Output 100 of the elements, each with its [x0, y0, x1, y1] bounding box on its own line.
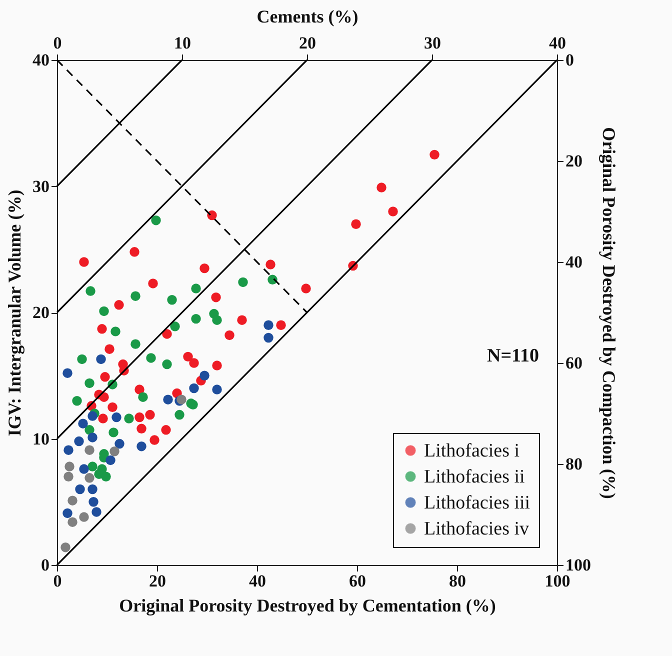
annotation: N=110 — [487, 346, 539, 367]
point — [98, 414, 108, 424]
x2-tick-label: 40 — [549, 34, 566, 52]
point — [138, 392, 148, 402]
point — [96, 354, 106, 364]
point — [301, 284, 311, 294]
point — [75, 484, 85, 494]
point — [88, 462, 98, 472]
point — [376, 182, 386, 192]
point — [77, 354, 87, 364]
point — [130, 291, 140, 301]
point — [136, 424, 146, 434]
point — [79, 512, 89, 522]
point — [88, 432, 98, 442]
point — [68, 496, 78, 506]
point — [62, 508, 72, 518]
x-tick-label: 40 — [249, 572, 266, 590]
point — [78, 418, 88, 428]
point — [266, 260, 276, 270]
point — [108, 428, 118, 438]
point — [64, 472, 74, 482]
x2-tick-label: 0 — [53, 34, 62, 52]
point — [100, 372, 110, 382]
y2-tick-label: 20 — [566, 152, 582, 170]
point — [162, 359, 172, 370]
x2-tick-label: 10 — [174, 34, 191, 52]
point — [161, 425, 171, 435]
point — [174, 410, 184, 420]
point — [134, 412, 144, 422]
point — [276, 320, 286, 330]
y2-tick-label: 60 — [566, 354, 582, 372]
point — [191, 314, 201, 324]
x-tick-label: 20 — [149, 572, 166, 590]
point — [92, 507, 102, 517]
point — [191, 284, 201, 294]
point — [237, 315, 247, 325]
point — [110, 326, 120, 336]
point — [189, 383, 199, 394]
legend-label: Lithofacies iv — [424, 518, 530, 540]
y2-tick-label: 80 — [566, 454, 582, 474]
point — [64, 445, 74, 455]
point — [84, 378, 94, 388]
point — [150, 435, 160, 445]
point — [146, 353, 156, 363]
x-tick-label: 100 — [544, 572, 570, 590]
point — [79, 257, 89, 267]
y-axis-title: IGV: Intergranular Volume (%) — [4, 190, 24, 436]
point — [114, 438, 124, 449]
point — [224, 330, 234, 340]
point — [74, 436, 84, 446]
point — [130, 339, 140, 349]
point — [264, 320, 274, 330]
point — [88, 497, 98, 507]
point — [99, 306, 109, 316]
point — [60, 542, 70, 552]
y2-tick-label: 100 — [566, 556, 591, 574]
point — [64, 462, 74, 472]
point — [106, 455, 116, 466]
point — [79, 464, 89, 474]
point — [264, 332, 274, 343]
point — [151, 215, 161, 226]
point — [110, 446, 120, 456]
x-tick-label: 60 — [349, 572, 366, 590]
point — [72, 396, 82, 406]
point — [200, 263, 210, 274]
point — [200, 370, 210, 380]
point — [134, 384, 144, 394]
point — [212, 384, 222, 394]
x-tick-label: 80 — [449, 572, 466, 590]
point — [88, 484, 98, 494]
legend-label: Lithofacies iii — [424, 492, 530, 514]
x2-axis-title: Cements (%) — [256, 6, 358, 26]
point — [430, 150, 440, 160]
point — [97, 324, 107, 334]
y-tick-label: 20 — [32, 303, 50, 322]
point — [211, 292, 221, 302]
y2-axis-title: Original Porosity Destroyed by Compaction (%) — [599, 127, 619, 499]
point — [88, 411, 98, 421]
point — [207, 210, 217, 220]
y2-tick-label: 40 — [566, 252, 582, 272]
point — [104, 344, 114, 354]
point — [112, 412, 122, 422]
point — [86, 286, 96, 296]
point — [388, 206, 398, 216]
point — [183, 352, 193, 362]
point — [101, 472, 111, 482]
legend-label: Lithofacies i — [424, 440, 520, 462]
point — [84, 445, 94, 455]
y2-tick-label: 0 — [566, 50, 574, 70]
x2-tick-label: 20 — [299, 34, 316, 52]
x-tick-label: 0 — [53, 572, 62, 590]
y-tick-label: 30 — [32, 176, 50, 196]
point — [124, 414, 134, 424]
point — [68, 517, 78, 527]
point — [167, 295, 177, 305]
point — [351, 219, 361, 229]
point — [84, 473, 94, 483]
x2-tick-label: 30 — [424, 34, 441, 52]
point — [62, 368, 72, 378]
legend-label: Lithofacies ii — [424, 466, 525, 488]
